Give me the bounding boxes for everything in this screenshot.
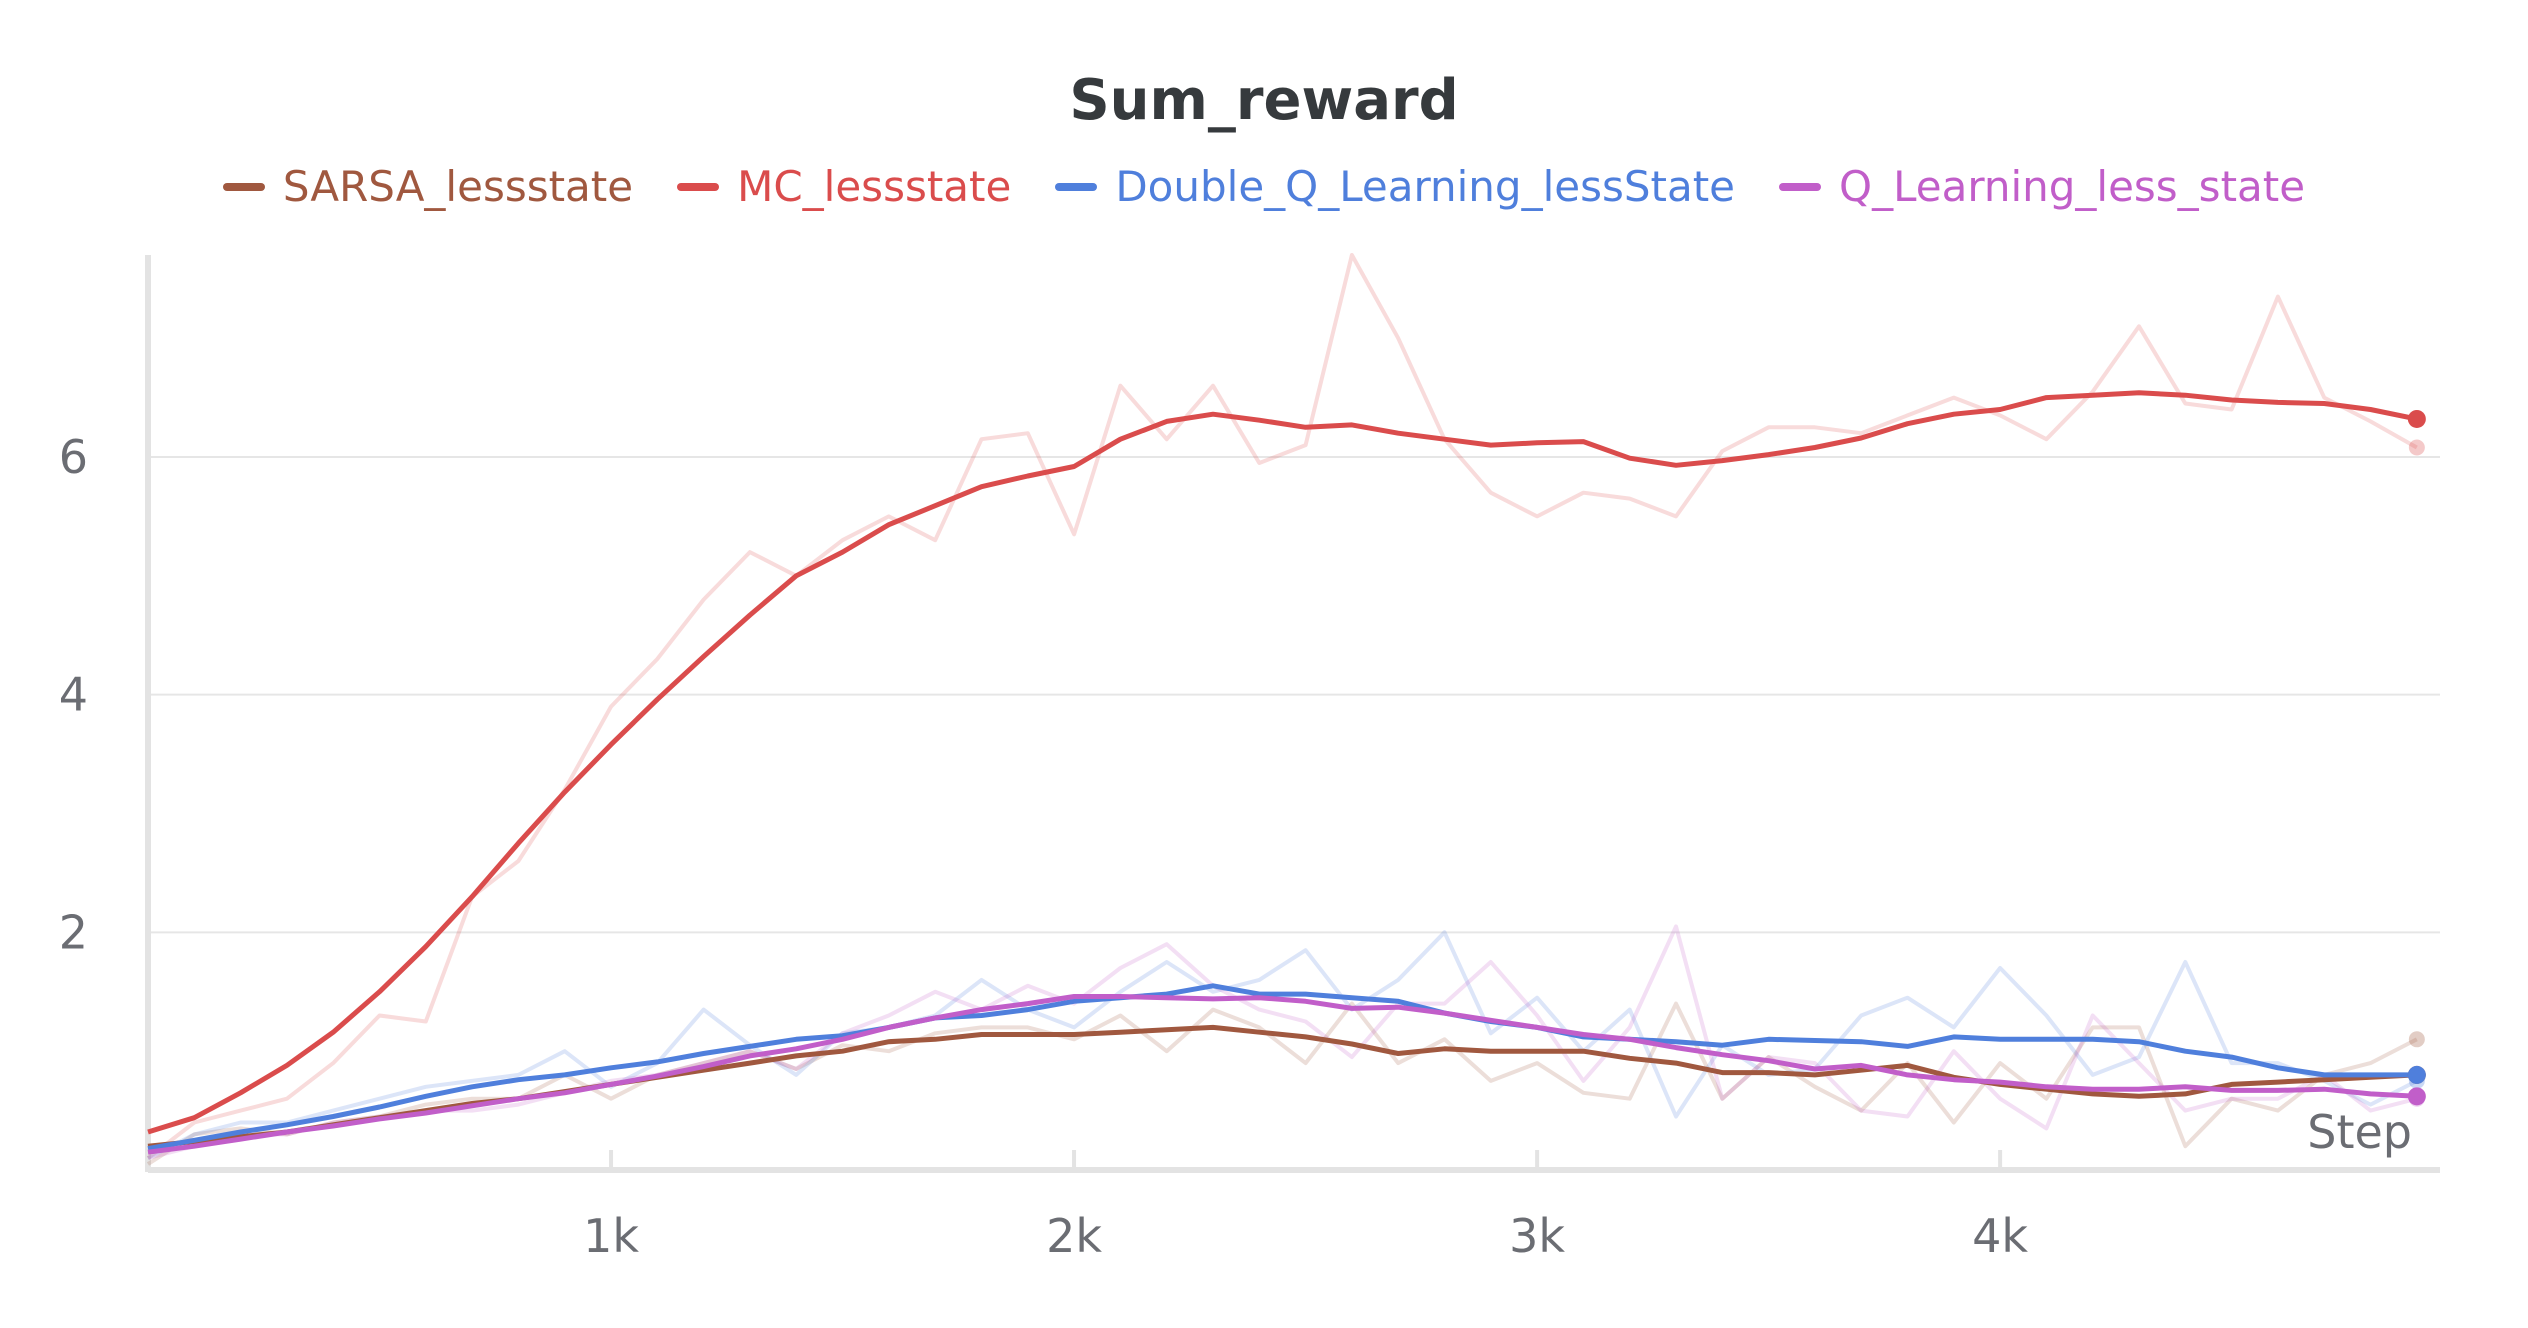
legend: SARSA_lessstate MC_lessstate Double_Q_Lear… bbox=[0, 162, 2528, 211]
series-end-point bbox=[2407, 409, 2426, 428]
axes bbox=[145, 255, 2440, 1173]
x-tick-label: 1k bbox=[583, 1209, 639, 1263]
end-markers bbox=[2407, 409, 2426, 1107]
legend-item[interactable]: Double_Q_Learning_lessState bbox=[1055, 162, 1735, 211]
series-end-point bbox=[2407, 1087, 2426, 1106]
x-axis-label: Step bbox=[2307, 1105, 2412, 1159]
legend-swatch bbox=[1779, 182, 1822, 191]
series-line-raw bbox=[147, 924, 2418, 1161]
legend-label: Double_Q_Learning_lessState bbox=[1115, 162, 1736, 211]
x-tick-label: 4k bbox=[1972, 1209, 2028, 1263]
series-end-point bbox=[2407, 1065, 2426, 1084]
chart-title: Sum_reward bbox=[1069, 68, 1459, 133]
raw-series-lines bbox=[146, 253, 2418, 1166]
series-end-point-raw bbox=[2408, 1031, 2425, 1048]
y-tick-label: 2 bbox=[59, 905, 88, 959]
legend-label: Q_Learning_less_state bbox=[1839, 162, 2306, 211]
legend-swatch bbox=[677, 182, 720, 191]
tick-labels: 2 4 6 1k 2k 3k 4k Step bbox=[59, 430, 2412, 1263]
x-tick-label: 2k bbox=[1046, 1209, 1102, 1263]
series-line-raw bbox=[146, 1001, 2418, 1166]
legend-label: MC_lessstate bbox=[737, 162, 1012, 211]
y-tick-label: 4 bbox=[59, 668, 88, 722]
series-line bbox=[147, 983, 2417, 1152]
series-line bbox=[147, 390, 2418, 1135]
series-line-raw bbox=[146, 253, 2418, 1160]
legend-swatch bbox=[1055, 182, 1098, 191]
smoothed-series-lines bbox=[147, 390, 2418, 1155]
series-line bbox=[147, 994, 2417, 1155]
x-tick-label: 3k bbox=[1509, 1209, 1565, 1263]
series-line-raw bbox=[147, 930, 2418, 1160]
grid-lines bbox=[148, 456, 2440, 934]
legend-item[interactable]: Q_Learning_less_state bbox=[1779, 162, 2305, 211]
legend-swatch bbox=[222, 182, 265, 191]
legend-label: SARSA_lessstate bbox=[282, 162, 634, 211]
legend-item[interactable]: SARSA_lessstate bbox=[222, 162, 634, 211]
y-tick-label: 6 bbox=[59, 430, 88, 484]
legend-item[interactable]: MC_lessstate bbox=[677, 162, 1011, 211]
series-end-point-raw bbox=[2408, 439, 2425, 456]
